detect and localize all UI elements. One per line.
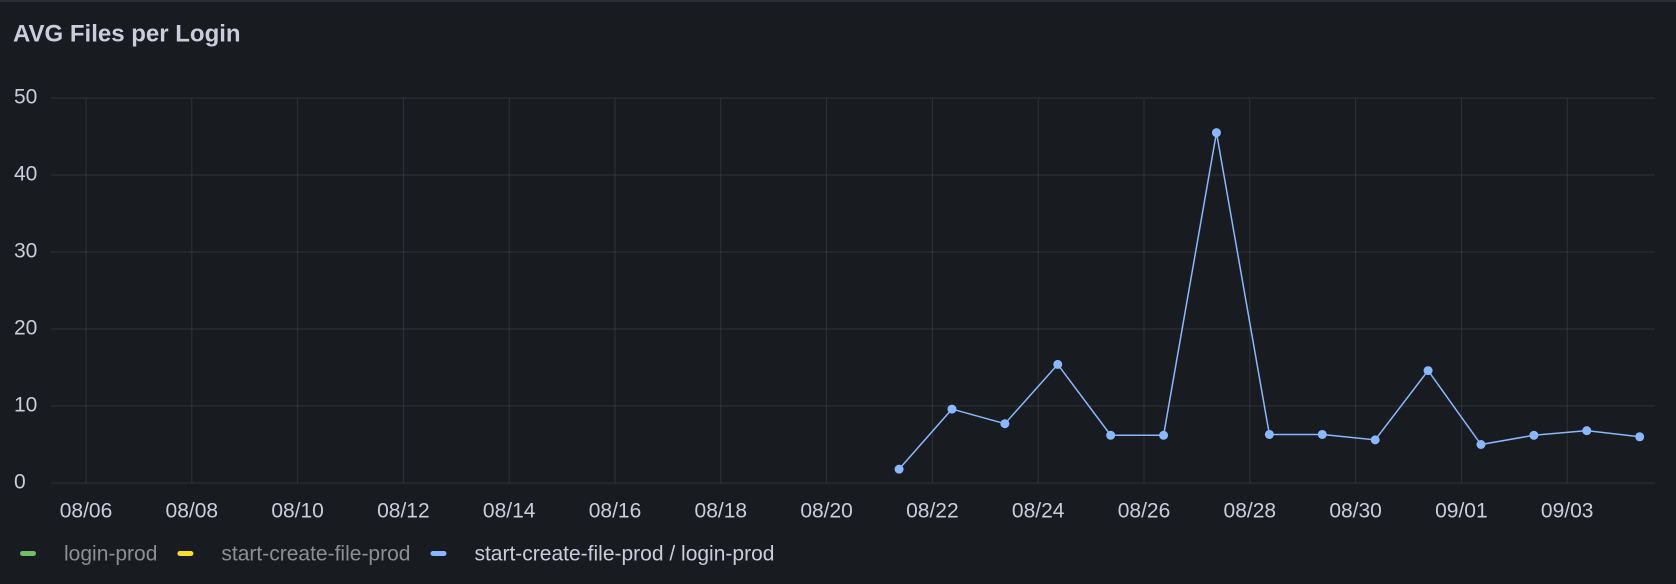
- x-tick-label: 08/30: [1329, 500, 1382, 523]
- data-point: [1159, 430, 1169, 440]
- x-tick-label: 08/28: [1224, 500, 1277, 523]
- legend-label[interactable]: start-create-file-prod / login-prod: [474, 543, 774, 566]
- data-point: [1211, 128, 1221, 138]
- x-tick-label: 08/14: [483, 500, 536, 523]
- y-tick-label: 20: [14, 317, 37, 340]
- data-point: [1476, 440, 1486, 449]
- x-tick-label: 08/18: [695, 500, 748, 523]
- data-point: [1423, 366, 1433, 376]
- data-point: [1264, 429, 1274, 439]
- y-tick-label: 50: [14, 86, 37, 109]
- data-point: [1053, 359, 1063, 369]
- data-point: [1370, 435, 1380, 445]
- legend-swatch[interactable]: [177, 551, 194, 556]
- x-tick-label: 08/16: [589, 500, 642, 523]
- data-point: [1635, 432, 1645, 442]
- x-tick-label: 08/12: [377, 500, 430, 523]
- x-tick-label: 08/26: [1118, 500, 1171, 523]
- x-tick-label: 08/22: [906, 500, 959, 523]
- panel-title[interactable]: AVG Files per Login: [13, 20, 241, 47]
- y-tick-label: 0: [14, 471, 26, 494]
- x-tick-label: 08/10: [271, 500, 324, 523]
- legend-swatch[interactable]: [430, 551, 447, 556]
- data-point: [894, 464, 904, 474]
- data-point: [1582, 426, 1592, 436]
- x-tick-label: 08/20: [800, 500, 853, 523]
- y-tick-label: 10: [14, 394, 37, 417]
- data-point: [1317, 429, 1327, 439]
- y-tick-label: 40: [14, 163, 37, 186]
- y-tick-label: 30: [14, 240, 37, 263]
- legend-swatch[interactable]: [20, 551, 36, 556]
- x-tick-label: 09/01: [1435, 500, 1488, 523]
- x-tick-label: 09/03: [1541, 500, 1594, 523]
- data-point: [1529, 430, 1539, 440]
- data-point: [947, 404, 957, 414]
- x-tick-label: 08/08: [166, 500, 219, 523]
- legend-label[interactable]: start-create-file-prod: [221, 543, 410, 566]
- x-tick-label: 08/24: [1012, 500, 1065, 523]
- data-point: [1106, 430, 1116, 440]
- data-point: [1000, 419, 1010, 429]
- x-tick-label: 08/06: [60, 500, 113, 523]
- legend-label[interactable]: login-prod: [64, 543, 157, 566]
